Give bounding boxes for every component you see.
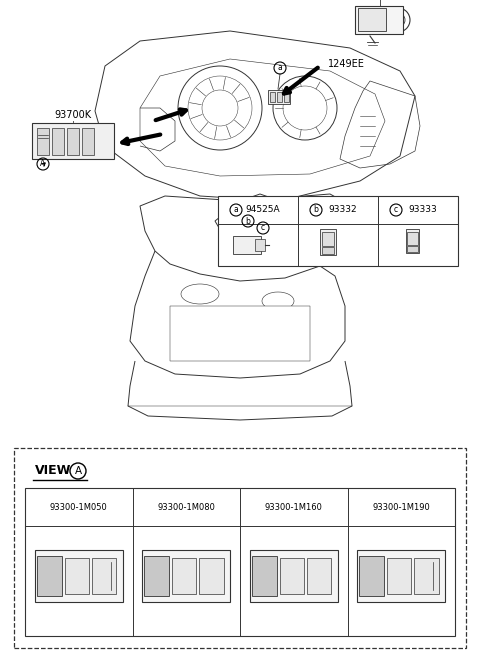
Text: a: a — [277, 64, 282, 73]
Bar — [264, 208, 272, 215]
Text: 94525A: 94525A — [246, 205, 280, 215]
Bar — [37, 128, 49, 155]
Text: a: a — [234, 205, 239, 215]
Text: A: A — [74, 466, 82, 476]
Circle shape — [113, 574, 117, 578]
Bar — [254, 208, 262, 215]
Circle shape — [290, 560, 294, 564]
Text: 93300-1M050: 93300-1M050 — [50, 504, 108, 512]
Bar — [320, 229, 336, 255]
Text: 93700K: 93700K — [54, 110, 92, 120]
Text: 1249EE: 1249EE — [328, 59, 365, 69]
Text: c: c — [261, 224, 265, 232]
Bar — [233, 236, 261, 254]
Bar — [358, 8, 386, 31]
Bar — [32, 123, 114, 159]
Bar — [359, 556, 384, 596]
Bar — [270, 92, 275, 102]
Bar — [82, 128, 94, 155]
Bar — [218, 196, 458, 266]
Bar — [252, 556, 276, 596]
Bar — [307, 558, 331, 594]
Bar — [407, 232, 418, 245]
Text: 93332: 93332 — [329, 205, 357, 215]
Bar — [280, 558, 304, 594]
Circle shape — [113, 584, 117, 588]
Bar — [244, 208, 252, 215]
Bar — [52, 128, 64, 155]
Text: VIEW: VIEW — [35, 464, 72, 478]
Circle shape — [435, 574, 439, 578]
Circle shape — [182, 560, 186, 564]
Circle shape — [435, 584, 439, 588]
Bar — [407, 246, 418, 252]
Circle shape — [435, 564, 439, 568]
Text: b: b — [313, 205, 318, 215]
Text: A: A — [40, 159, 46, 169]
Text: 93300-1M190: 93300-1M190 — [372, 504, 430, 512]
Bar — [170, 306, 310, 361]
Bar — [284, 92, 289, 102]
Bar — [277, 92, 282, 102]
Bar — [14, 448, 466, 648]
Bar — [322, 232, 334, 246]
Text: 93333: 93333 — [408, 205, 437, 215]
Bar — [387, 558, 411, 594]
Bar — [36, 556, 61, 596]
Circle shape — [113, 564, 117, 568]
Bar — [322, 247, 334, 254]
Text: c: c — [394, 205, 398, 215]
Bar — [65, 558, 89, 594]
Bar — [92, 558, 116, 594]
Bar — [199, 558, 224, 594]
Circle shape — [37, 142, 40, 146]
Text: 93300-1M160: 93300-1M160 — [265, 504, 323, 512]
Bar — [25, 488, 455, 636]
Bar — [142, 550, 230, 602]
Bar — [357, 550, 445, 602]
Bar — [67, 128, 79, 155]
Text: b: b — [246, 216, 251, 226]
Bar — [35, 550, 123, 602]
Bar — [144, 556, 169, 596]
Bar — [255, 239, 265, 251]
Circle shape — [75, 560, 79, 564]
Bar — [355, 6, 403, 34]
Bar — [414, 558, 439, 594]
Circle shape — [395, 17, 401, 23]
Text: 93300-1M080: 93300-1M080 — [157, 504, 215, 512]
Circle shape — [397, 560, 401, 564]
Bar — [172, 558, 196, 594]
Bar — [250, 550, 338, 602]
Bar — [406, 229, 419, 253]
Bar — [268, 90, 290, 104]
